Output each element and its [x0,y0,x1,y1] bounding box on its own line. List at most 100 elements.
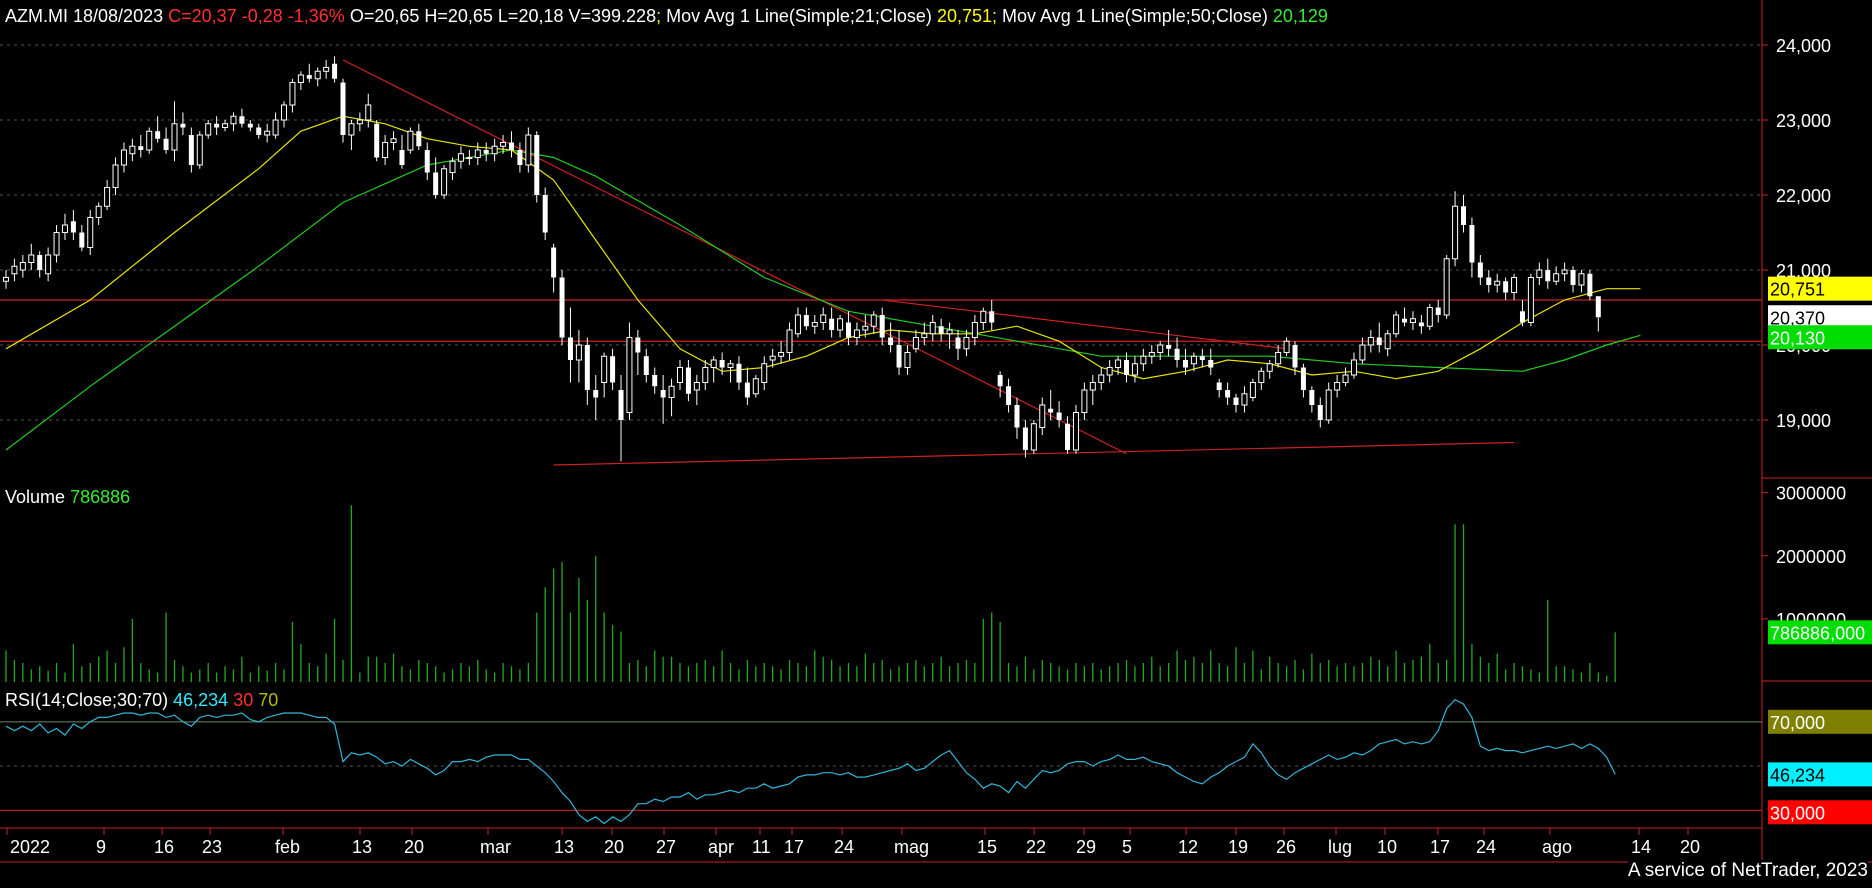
candle [1486,270,1492,293]
candle-body-up [946,329,953,335]
candle [1174,337,1180,368]
candle-body-up [1039,404,1046,428]
candle [1022,420,1028,458]
ma21-label: Mov Avg 1 Line(Simple;21;Close) [666,6,932,26]
candle [803,307,809,330]
candle [466,150,473,165]
candle [601,352,608,398]
x-tick-label: 17 [784,837,804,857]
candle-body-up [45,254,52,275]
candle [660,375,666,424]
rsi-30-label: 30,000 [1770,803,1825,823]
candle [929,315,936,342]
candle-body-down [744,382,750,398]
candle [1376,322,1382,353]
candle-body-down [845,322,851,338]
candle [214,116,220,135]
candle [845,311,851,345]
candle [719,352,725,375]
candle [1292,341,1298,375]
candle-body-down [1402,318,1408,323]
candle-body-up [500,142,507,147]
candle-body-up [289,82,296,106]
candle-body-down [542,195,548,233]
candle [1039,397,1046,435]
candle [508,131,514,158]
candle [1334,375,1341,398]
candle-body-up [53,232,60,256]
candle [441,165,448,199]
ohlcv: O=20,65 H=20,65 L=20,18 V=399.228 [349,6,657,26]
candle [676,360,683,390]
x-tick-label: 23 [202,837,222,857]
candle [155,116,161,143]
candle [626,322,633,420]
candle-body-up [1325,389,1332,421]
volume-value: 786886 [70,487,131,507]
candle-body-up [1283,340,1290,353]
candle-body-up [1140,355,1147,365]
candle-body-down [1435,307,1441,315]
candle-body-up [1030,423,1037,451]
change-value: -0,28 [241,6,283,26]
candle-body-up [474,149,481,158]
candle-body-up [1275,352,1282,365]
candle [474,142,481,165]
candle-body-down [340,82,346,135]
candle-body-up [1527,277,1534,323]
candle [652,367,658,394]
price-header: AZM.MI 18/08/2023 C=20,37 -0,28 -1,36% O… [5,6,1328,26]
candle [196,131,203,169]
candle-body-up [222,123,229,128]
candle-body-up [870,314,877,327]
trendline [882,299,1287,350]
candle [1570,266,1576,293]
candle [1477,255,1483,285]
candle [112,157,119,195]
candle-body-up [1359,344,1366,361]
candle [28,243,35,270]
candle-body-down [803,315,809,327]
candle [1208,348,1214,375]
candle [963,330,970,357]
rsi-value: 46,234 [173,690,229,710]
candle [1561,262,1568,282]
candle [1199,348,1205,368]
candle-body-up [1536,269,1543,278]
candle-body-down [1477,262,1483,278]
candle-body-up [264,130,271,136]
candle [306,63,312,83]
candle [1325,382,1332,424]
volume-tick-label: 3000000 [1776,484,1846,504]
candle-body-up [676,367,683,383]
candle-body-up [457,153,464,162]
candle [1233,393,1239,413]
candle [1241,386,1248,413]
candle [1317,397,1323,428]
candle [1461,195,1467,233]
candle [1006,378,1012,413]
x-tick-label: 9 [96,837,106,857]
candle [314,67,321,87]
candle [896,330,902,375]
candle [356,112,363,132]
candle-body-up [971,322,978,338]
candle-body-down [155,131,161,139]
price-tick-label: 19,000 [1776,411,1831,431]
candle-body-up [449,160,456,173]
candle-body-down [399,150,405,165]
candle-body-up [1115,359,1122,368]
candle [829,307,835,338]
candle [205,120,212,139]
candle-body-down [163,138,169,150]
candle-body-up [407,130,414,151]
candle-body-up [1342,374,1349,383]
candle [778,341,785,364]
candle-body-up [323,67,330,72]
candle-body-down [1166,345,1172,349]
x-tick-label: 15 [977,837,997,857]
x-tick-label: feb [275,837,300,857]
candle [104,180,111,210]
ma50-value: 20,129 [1272,6,1328,26]
x-tick-label: 20 [604,837,624,857]
